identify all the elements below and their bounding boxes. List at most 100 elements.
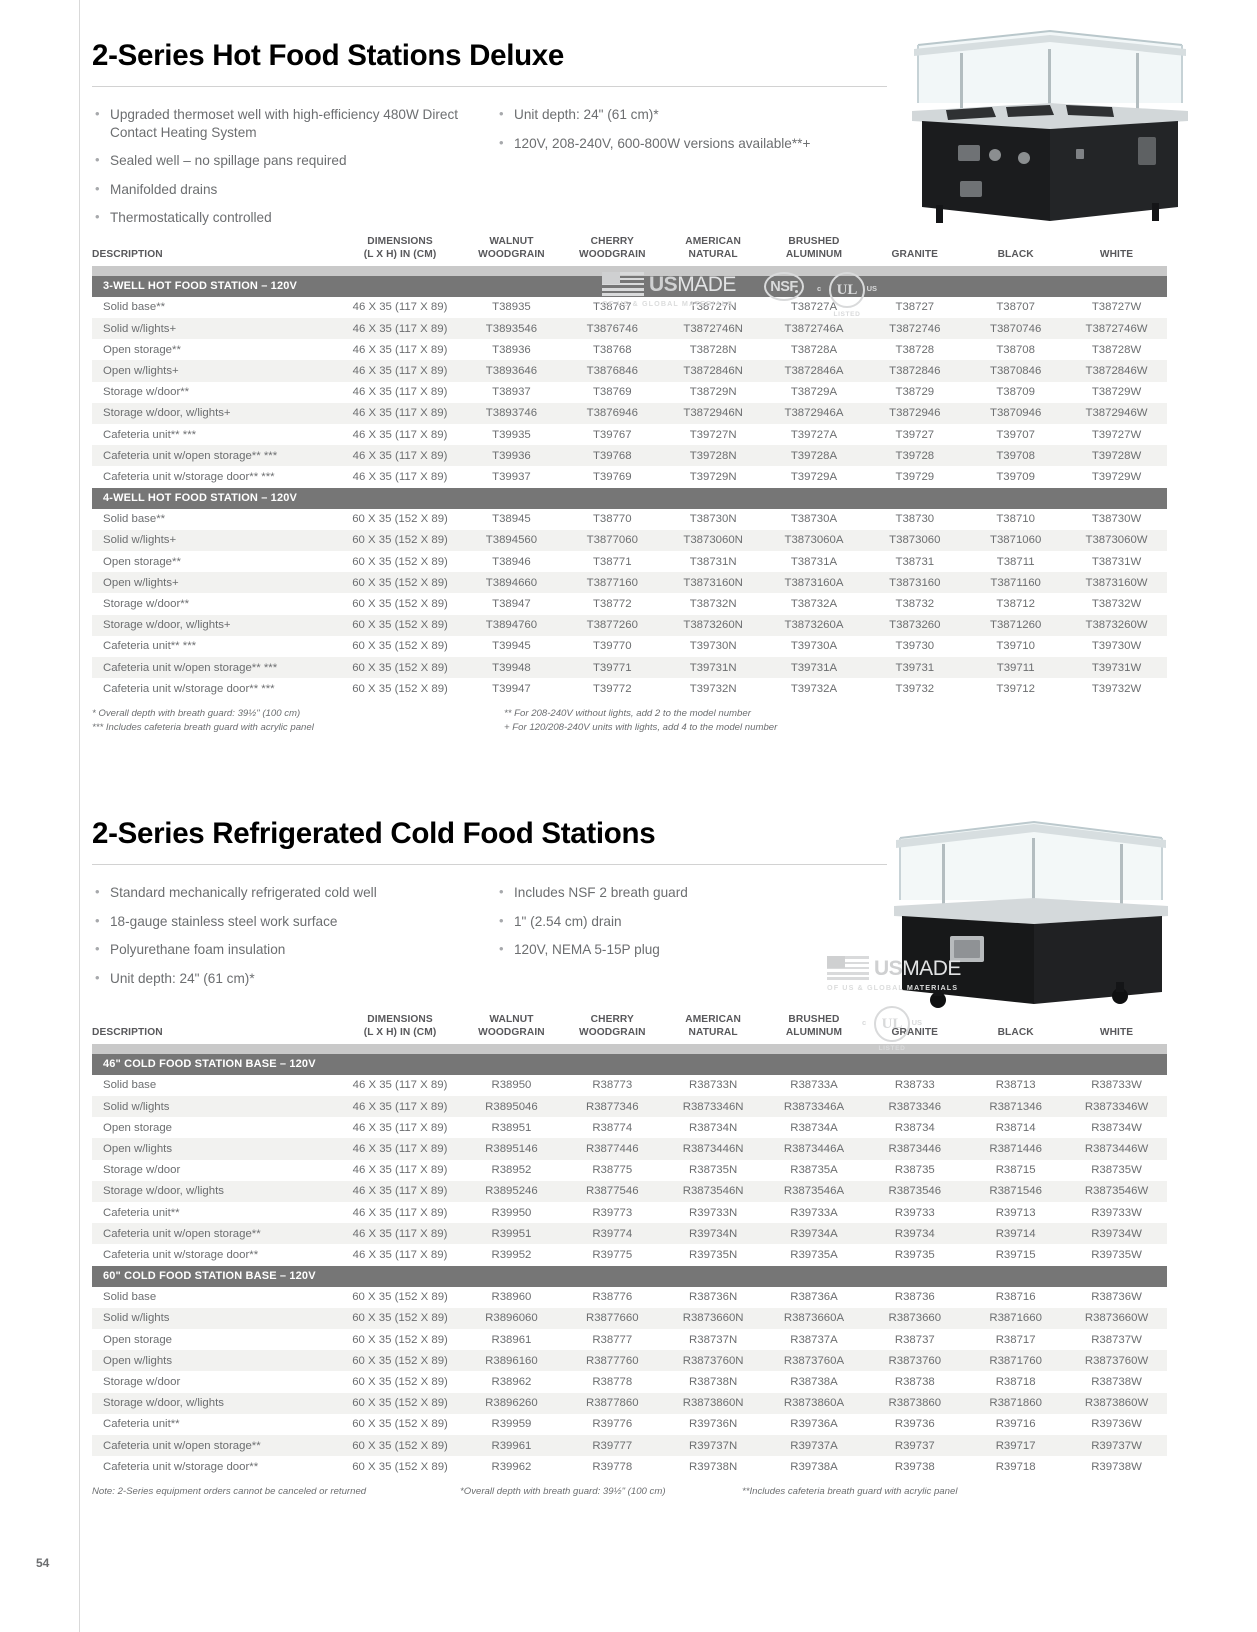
cold-table-body: 46" COLD FOOD STATION BASE – 120V Solid b… [92,1053,1167,1478]
cell-model-number: R3896060 [461,1307,562,1330]
cell-model-number: T3873060 [864,529,966,552]
table-row: Open w/lights 46 X 35 (117 X 89) R3895146 R… [92,1138,1167,1160]
cell-model-number: R38734 [894,1121,935,1134]
cell-model-number: T38732A [790,598,838,611]
cell-model-number: R39951 [461,1223,562,1245]
cell-dimensions: 60 X 35 (152 X 89) [352,598,448,611]
cell-model-number: T3873160A [763,572,865,594]
cell-model-number: R3873346 [864,1096,966,1118]
cell-dimensions: 60 X 35 (152 X 89) [339,1307,462,1330]
cell-description: Open storage** [103,343,181,356]
cell-model-number: T39728W [1066,445,1167,467]
cell-model-number: R39734W [1066,1223,1167,1245]
cell-model-number: R39736N [689,1418,738,1431]
cell-model-number: R38960 [491,1291,532,1304]
cell-model-number: R38713 [995,1079,1036,1092]
cell-model-number: R39736 [894,1418,935,1431]
cell-dimensions: 46 X 35 (117 X 89) [339,1180,462,1202]
column-header-granite: GRANITE [891,248,939,260]
cell-model-number: R38737A [790,1333,838,1346]
cell-model-number: R3871760 [965,1350,1067,1372]
table-header-row: DESCRIPTION DIMENSIONS (L X H) IN (CM) WA… [92,236,1167,266]
cell-model-number: R3877446 [561,1138,663,1160]
cell-model-number: R3873346A [763,1096,865,1118]
table-row: Cafeteria unit w/open storage** 60 X 35 (… [92,1435,1167,1457]
nsf-certification-icon: NSF [764,272,804,302]
ul-right-mark: US [866,284,877,294]
cell-model-number: R39733 [894,1206,935,1219]
cell-dimensions: 46 X 35 (117 X 89) [352,1248,448,1261]
cell-model-number: T39767 [592,428,632,441]
cell-model-number: R39775 [592,1248,633,1261]
cell-model-number: R39735N [689,1248,738,1261]
cell-model-number: T38772 [592,598,632,611]
column-header-black: BLACK [997,1026,1034,1038]
cell-model-number: T39948 [461,657,562,679]
cell-model-number: T38728W [1091,343,1142,356]
cell-model-number: R39733N [689,1206,738,1219]
cell-model-number: T39770 [592,640,632,653]
cell-model-number: R39733A [790,1206,838,1219]
cell-model-number: T3894660 [461,572,562,594]
cell-model-number: T38731W [1091,555,1142,568]
cell-model-number: T38732N [689,598,737,611]
cell-model-number: T3872846 [864,360,966,382]
cell-model-number: T38936 [492,343,531,356]
cell-model-number: T38712 [996,598,1035,611]
cell-model-number: R38737 [894,1333,935,1346]
cell-model-number: R38736N [689,1291,738,1304]
us-made-subtitle: OF US & GLOBAL MATERIALS [602,299,734,309]
cell-model-number: R3871346 [965,1096,1067,1118]
cell-description: Open storage [103,1333,173,1346]
cell-model-number: T38710 [996,513,1035,526]
cell-model-number: T39730W [1091,640,1142,653]
cell-model-number: T3871260 [965,614,1067,636]
cell-model-number: T3872846A [763,360,865,382]
cell-model-number: R3873346W [1066,1096,1167,1118]
cell-description: Solid w/lights [92,1307,340,1330]
cell-model-number: T3872746W [1066,318,1167,340]
cell-model-number: T38946 [492,555,531,568]
cell-dimensions: 46 X 35 (117 X 89) [352,470,448,483]
cell-dimensions: 60 X 35 (152 X 89) [339,1435,462,1457]
table-row: Cafeteria unit w/open storage** *** 60 X … [92,657,1167,679]
cold-title-rule [92,864,887,866]
cell-model-number: R39738N [689,1460,738,1473]
cell-model-number: R3873446W [1066,1138,1167,1160]
cell-dimensions: 46 X 35 (117 X 89) [352,1079,448,1092]
cell-model-number: R39962 [491,1460,532,1473]
cell-model-number: T3873160N [662,572,764,594]
cold-footnotes: Note: 2-Series equipment orders cannot b… [92,1486,1167,1520]
table-row: Cafeteria unit** *** 60 X 35 (152 X 89) T3… [92,636,1167,657]
cell-model-number: R38736 [894,1291,935,1304]
cell-dimensions: 60 X 35 (152 X 89) [352,1376,448,1389]
hot-section-title: 2-Series Hot Food Stations Deluxe [92,39,565,72]
cell-model-number: R39717 [965,1435,1067,1457]
cell-description: Cafeteria unit** [103,1418,180,1431]
cell-description: Storage w/door, w/lights [92,1180,340,1202]
cell-model-number: R3873446A [763,1138,865,1160]
cell-model-number: R38718 [995,1376,1036,1389]
cell-model-number: R38952 [491,1164,532,1177]
cell-model-number: T39936 [461,445,562,467]
cell-model-number: R39738A [790,1460,838,1473]
column-header-granite: GRANITE [891,1026,939,1038]
cell-model-number: R39738W [1091,1460,1142,1473]
table-row: Storage w/door, w/lights 60 X 35 (152 X 8… [92,1392,1167,1414]
cell-model-number: R3873860N [662,1392,764,1414]
us-made-logo: USMADE OF US & GLOBAL MATERIALS [827,956,975,992]
cell-model-number: T39945 [492,640,531,653]
table-row: Solid base 60 X 35 (152 X 89) R38960 R38776… [92,1287,1167,1308]
cell-model-number: R39774 [561,1223,663,1245]
cell-model-number: R38738 [894,1376,935,1389]
cold-food-spec-table: DESCRIPTION DIMENSIONS (L X H) IN (CM) WA… [92,1014,1167,1477]
ul-right-mark: US [911,1018,922,1028]
hot-bullets-left: Upgraded thermoset well with high-effici… [92,105,462,238]
cell-model-number: T38935 [492,301,531,314]
cell-description: Solid w/lights+ [92,318,340,340]
cell-model-number: T39728 [864,445,966,467]
cell-model-number: T3893746 [461,402,562,424]
cell-model-number: T3877160 [561,572,663,594]
cell-model-number: R39734N [662,1223,764,1245]
cell-model-number: T3893646 [461,360,562,382]
